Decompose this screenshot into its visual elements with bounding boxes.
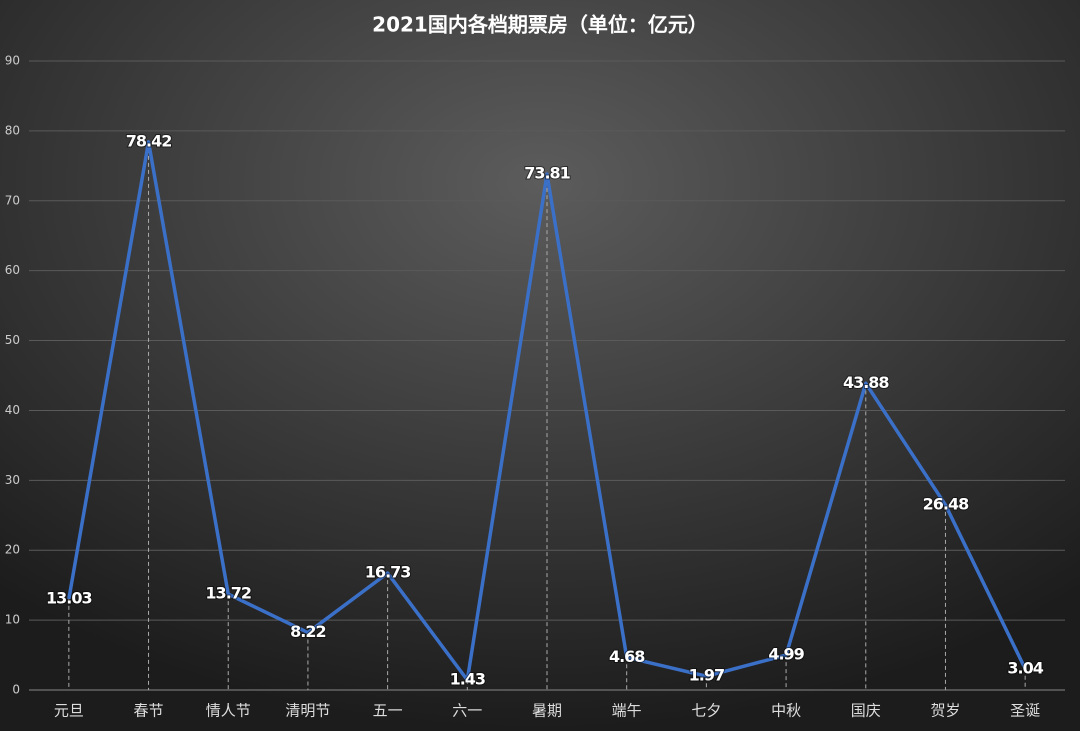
y-tick-label: 40 bbox=[5, 403, 20, 417]
data-label: 26.48 bbox=[923, 494, 969, 513]
y-tick-label: 80 bbox=[5, 123, 20, 137]
y-tick-label: 60 bbox=[5, 263, 20, 277]
y-tick-label: 0 bbox=[12, 683, 20, 697]
data-label: 78.42 bbox=[126, 131, 172, 150]
y-tick-label: 50 bbox=[5, 333, 20, 347]
data-label: 8.22 bbox=[290, 622, 325, 641]
data-label: 43.88 bbox=[843, 373, 889, 392]
x-tick-label: 元旦 bbox=[54, 702, 84, 720]
data-label: 4.99 bbox=[768, 645, 804, 664]
x-tick-label: 贺岁 bbox=[930, 702, 960, 720]
x-tick-label: 国庆 bbox=[851, 702, 881, 720]
x-tick-label: 中秋 bbox=[771, 702, 801, 720]
x-tick-label: 情人节 bbox=[206, 702, 251, 720]
data-label: 4.68 bbox=[609, 647, 645, 666]
y-tick-label: 70 bbox=[5, 193, 20, 207]
data-label: 3.04 bbox=[1007, 658, 1043, 677]
y-tick-label: 10 bbox=[5, 613, 20, 627]
y-tick-label: 90 bbox=[5, 54, 20, 68]
x-tick-label: 暑期 bbox=[532, 702, 562, 720]
data-label: 13.03 bbox=[46, 588, 92, 607]
chart-title: 2021国内各档期票房（单位：亿元） bbox=[372, 13, 708, 37]
x-tick-label: 五一 bbox=[373, 702, 403, 720]
data-line bbox=[67, 140, 1027, 682]
data-label: 1.97 bbox=[689, 666, 724, 685]
data-label: 1.43 bbox=[450, 670, 485, 689]
x-tick-label: 春节 bbox=[134, 702, 164, 720]
x-tick-label: 清明节 bbox=[285, 702, 330, 720]
x-tick-label: 圣诞 bbox=[1010, 702, 1040, 720]
y-tick-label: 20 bbox=[5, 543, 20, 557]
y-tick-label: 30 bbox=[5, 473, 20, 487]
x-tick-label: 端午 bbox=[612, 702, 642, 720]
data-label: 13.72 bbox=[205, 584, 251, 603]
x-tick-label: 六一 bbox=[452, 702, 482, 720]
data-label: 16.73 bbox=[365, 563, 411, 582]
data-label: 73.81 bbox=[524, 164, 570, 183]
x-tick-label: 七夕 bbox=[691, 702, 721, 720]
